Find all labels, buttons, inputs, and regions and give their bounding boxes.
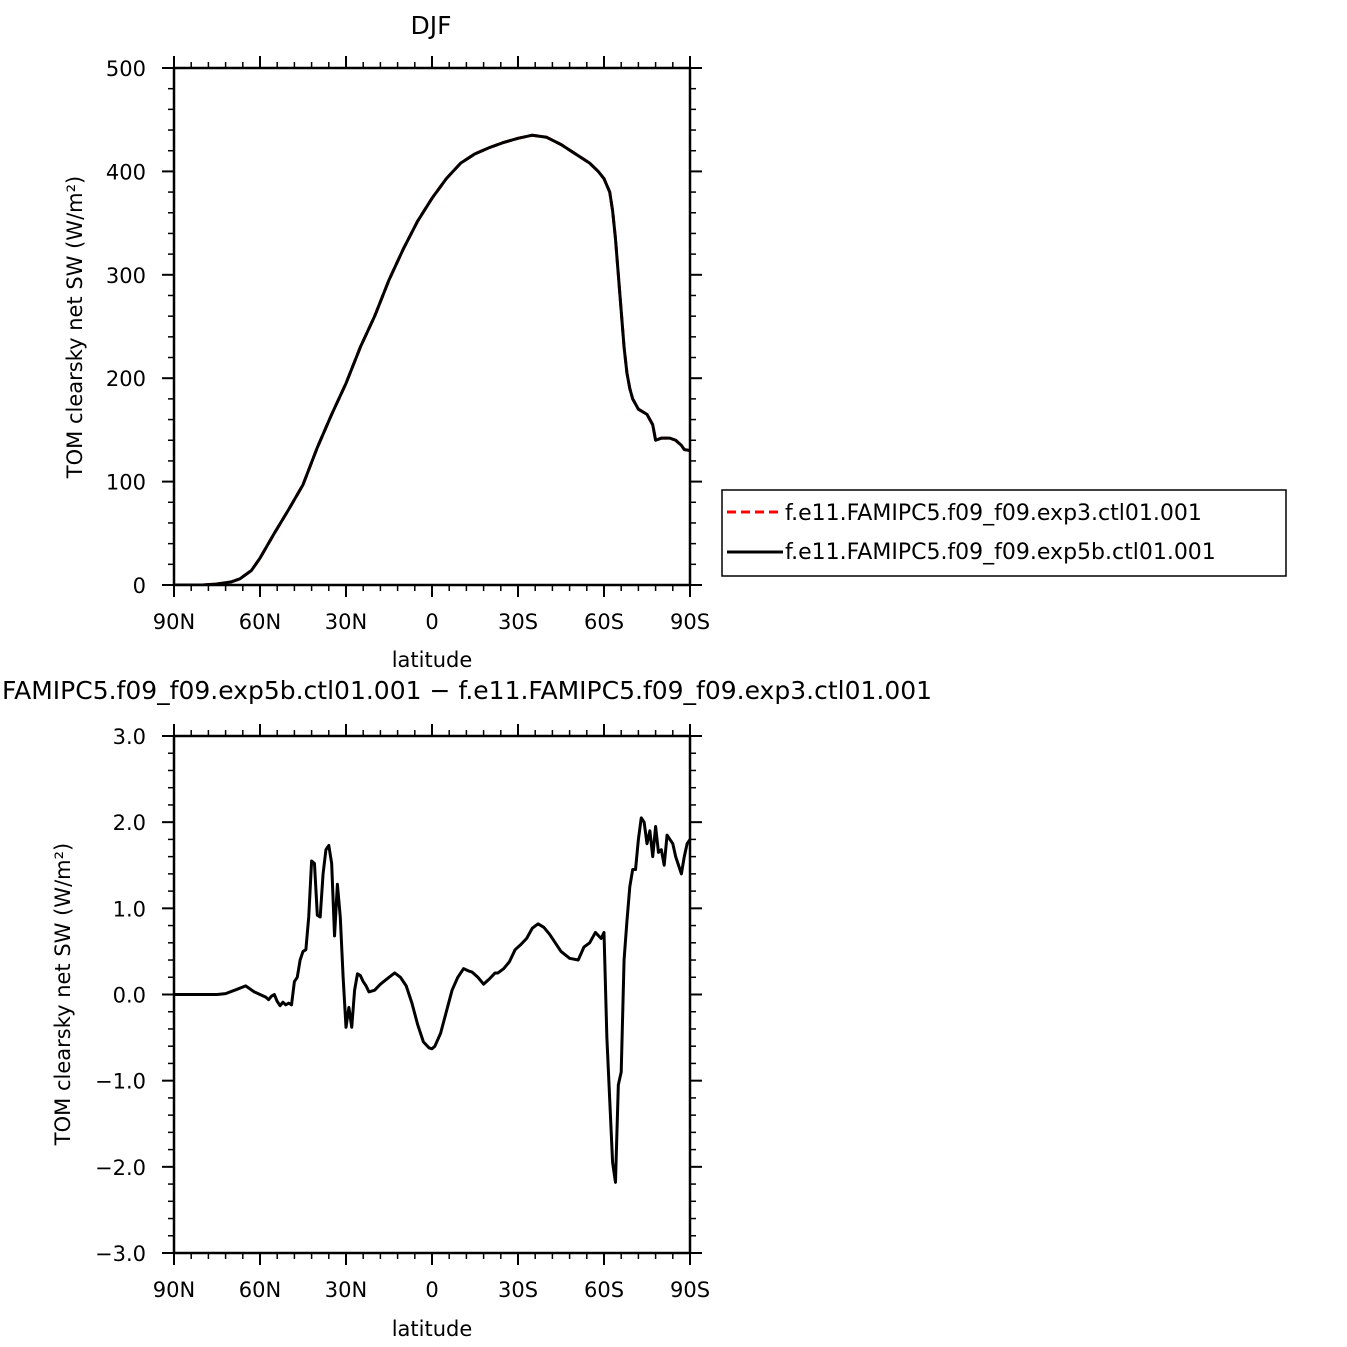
bottom-x-tick-label: 90N [153,1278,195,1302]
top-x-tick-label: 30S [498,610,538,634]
top-y-tick-label: 300 [106,264,146,288]
bottom-plot-area: 90N 60N 30N 0 30S 60S 90S −3.0 −2.0 −1.0 0.0 1.0 2.0… [95,724,710,1302]
bottom-x-tick-label: 60S [584,1278,624,1302]
bottom-chart-title: f.e11.FAMIPC5.f09_f09.exp5b.ctl01.001 − … [0,676,932,705]
bottom-y-tick-label: 3.0 [113,725,146,749]
top-x-tick-label: 0 [425,610,438,634]
bottom-y-tick-label: −2.0 [95,1156,146,1180]
top-plot-area: 90N 60N 30N 0 30S 60S 90S 0 100 200 300 400 500 [106,56,710,634]
top-x-tick-label: 30N [325,610,367,634]
top-chart-title: DJF [410,11,451,40]
top-x-axis-label: latitude [392,648,473,672]
bottom-y-tick-label: −1.0 [95,1070,146,1094]
bottom-series-line-1 [174,816,690,1184]
bottom-panel: f.e11.FAMIPC5.f09_f09.exp5b.ctl01.001 − … [0,676,932,1341]
bottom-x-tick-label: 60N [239,1278,281,1302]
top-y-tick-label: 200 [106,367,146,391]
top-series-line-2 [174,133,690,585]
bottom-plot-frame [172,734,692,1255]
bottom-x-tick-label: 90S [670,1278,710,1302]
top-panel: DJF 90N 60N 30N 0 30S 60S 90S0100200300400500 … [63,11,710,672]
bottom-x-tick-label: 0 [425,1278,438,1302]
legend: f.e11.FAMIPC5.f09_f09.exp3.ctl01.001 f.e… [721,489,1287,577]
bottom-y-tick-label: 1.0 [113,897,146,921]
top-plot-frame [172,66,692,587]
bottom-y-axis-label: TOM clearsky net SW (W/m²) [51,843,75,1146]
bottom-x-axis-label: latitude [392,1317,473,1341]
legend-label-exp3: f.e11.FAMIPC5.f09_f09.exp3.ctl01.001 [785,501,1202,526]
top-x-tick-label: 90S [670,610,710,634]
bottom-x-tick-label: 30S [498,1278,538,1302]
top-y-tick-label: 400 [106,160,146,184]
top-y-axis-label: TOM clearsky net SW (W/m²) [63,176,87,479]
bottom-x-tick-label: 30N [325,1278,367,1302]
top-y-tick-label: 100 [106,471,146,495]
top-y-tick-label: 500 [106,57,146,81]
bottom-y-tick-label: 0.0 [113,984,146,1008]
top-x-tick-label: 60N [239,610,281,634]
top-x-tick-label: 60S [584,610,624,634]
top-y-tick-label: 0 [133,574,146,598]
bottom-y-tick-label: −3.0 [95,1242,146,1266]
bottom-y-tick-label: 2.0 [113,811,146,835]
top-x-tick-label: 90N [153,610,195,634]
legend-box [721,489,1287,577]
legend-label-exp5b: f.e11.FAMIPC5.f09_f09.exp5b.ctl01.001 [785,540,1216,565]
